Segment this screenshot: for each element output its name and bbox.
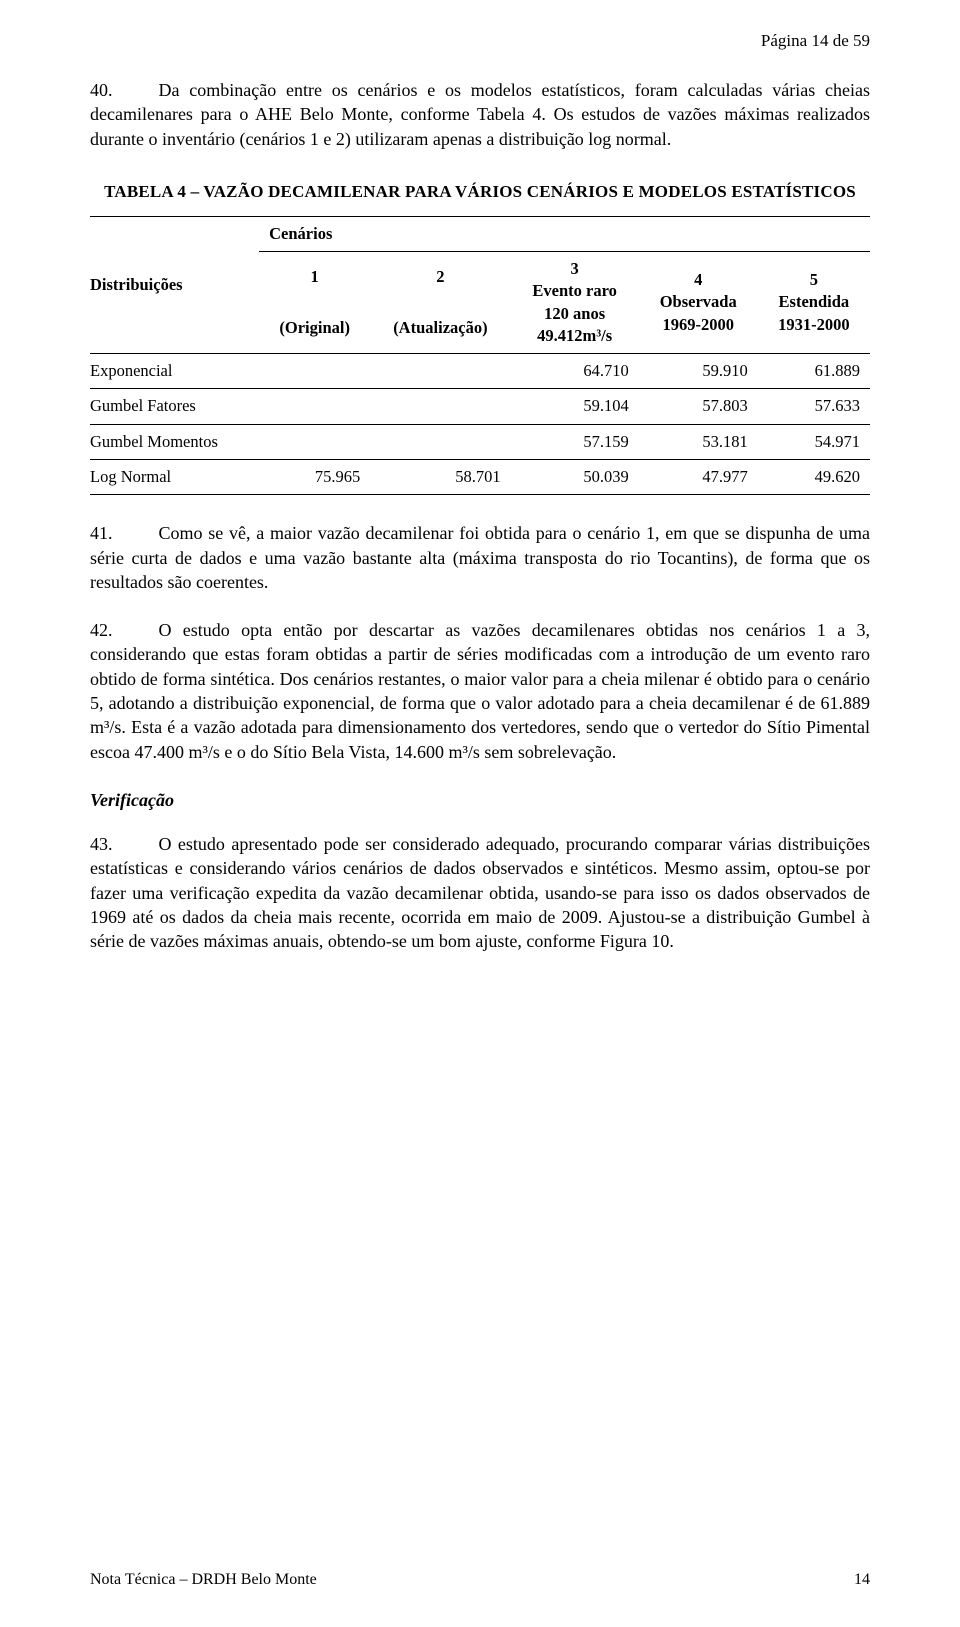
col-cenario-5-l3: 1931-2000	[778, 315, 850, 334]
cell: 64.710	[511, 354, 639, 389]
cell: 50.039	[511, 459, 639, 494]
table-row: Log Normal 75.965 58.701 50.039 47.977 4…	[90, 459, 870, 494]
cell: 53.181	[639, 424, 758, 459]
cell: 57.803	[639, 389, 758, 424]
cell: 47.977	[639, 459, 758, 494]
verificacao-heading: Verificação	[90, 788, 870, 812]
cell	[370, 354, 510, 389]
page-content: 40.Da combinação entre os cenários e os …	[90, 78, 870, 954]
col-cenario-4-l2: Observada	[660, 292, 737, 311]
paragraph-42: 42.O estudo opta então por descartar as …	[90, 618, 870, 764]
col-cenario-1-top: 1	[259, 252, 370, 303]
paragraph-43: 43.O estudo apresentado pode ser conside…	[90, 832, 870, 953]
col-cenario-4-l3: 1969-2000	[662, 315, 734, 334]
paragraph-41: 41.Como se vê, a maior vazão decamilenar…	[90, 521, 870, 594]
para-43-number: 43.	[90, 834, 113, 854]
cell: 59.910	[639, 354, 758, 389]
para-40-number: 40.	[90, 80, 113, 100]
paragraph-40: 40.Da combinação entre os cenários e os …	[90, 78, 870, 151]
row-label: Gumbel Momentos	[90, 424, 259, 459]
page-header-right: Página 14 de 59	[761, 30, 870, 53]
col-cenario-5-l1: 5	[810, 270, 818, 289]
cell: 49.620	[758, 459, 870, 494]
para-42-text: O estudo opta então por descartar as vaz…	[90, 620, 870, 761]
col-distribuicoes: Distribuições	[90, 275, 183, 294]
table-row: Exponencial 64.710 59.910 61.889	[90, 354, 870, 389]
table-row: Gumbel Fatores 59.104 57.803 57.633	[90, 389, 870, 424]
table-row: Gumbel Momentos 57.159 53.181 54.971	[90, 424, 870, 459]
para-41-number: 41.	[90, 523, 113, 543]
cell	[370, 424, 510, 459]
col-cenario-2-bot: (Atualização)	[370, 303, 510, 354]
cell: 58.701	[370, 459, 510, 494]
cell: 57.633	[758, 389, 870, 424]
footer-page-number: 14	[854, 1569, 870, 1591]
col-cenario-1-bot: (Original)	[259, 303, 370, 354]
cell: 75.965	[259, 459, 370, 494]
cell	[259, 424, 370, 459]
para-42-number: 42.	[90, 620, 113, 640]
cenarios-label: Cenários	[259, 216, 870, 251]
col-cenario-3-l2: Evento raro	[532, 281, 616, 300]
para-43-text: O estudo apresentado pode ser considerad…	[90, 834, 870, 951]
col-cenario-3-l1: 3	[571, 259, 579, 278]
col-cenario-2-top: 2	[370, 252, 510, 303]
para-41-text: Como se vê, a maior vazão decamilenar fo…	[90, 523, 870, 592]
row-label: Gumbel Fatores	[90, 389, 259, 424]
cell: 54.971	[758, 424, 870, 459]
cell	[259, 354, 370, 389]
cell	[370, 389, 510, 424]
row-label: Log Normal	[90, 459, 259, 494]
table-4: Distribuições Cenários 1 2 3 Evento raro…	[90, 216, 870, 495]
para-40-text: Da combinação entre os cenários e os mod…	[90, 80, 870, 149]
col-cenario-4-l1: 4	[694, 270, 702, 289]
col-cenario-5-l2: Estendida	[779, 292, 850, 311]
row-label: Exponencial	[90, 354, 259, 389]
table-4-title: TABELA 4 – VAZÃO DECAMILENAR PARA VÁRIOS…	[90, 181, 870, 204]
footer-left: Nota Técnica – DRDH Belo Monte	[90, 1569, 317, 1591]
cell: 57.159	[511, 424, 639, 459]
col-cenario-3-l4: 49.412m³/s	[537, 326, 612, 345]
cell: 61.889	[758, 354, 870, 389]
cell	[259, 389, 370, 424]
cell: 59.104	[511, 389, 639, 424]
col-cenario-3-l3: 120 anos	[544, 304, 605, 323]
